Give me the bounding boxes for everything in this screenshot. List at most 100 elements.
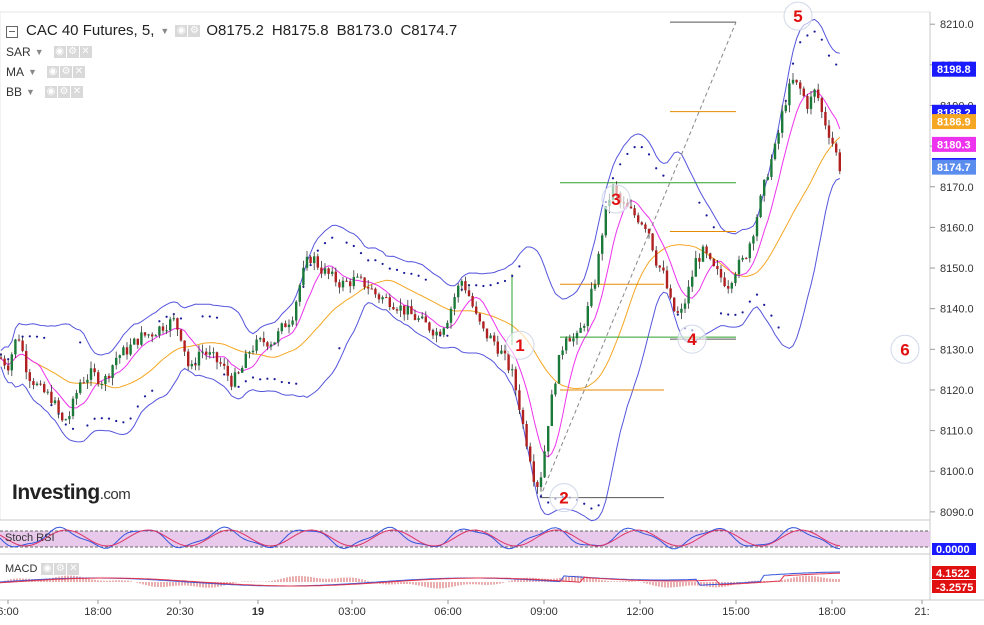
collapse-icon[interactable] <box>6 25 18 38</box>
macd-label-row[interactable]: MACD ◉ ⚙ ✕ <box>5 563 80 575</box>
candle-body <box>158 326 161 336</box>
candle-body <box>547 426 550 452</box>
candle-body <box>219 362 222 364</box>
macd-value-label: 4.1522 <box>936 568 970 580</box>
y-tick-label: 8130.0 <box>940 344 974 356</box>
candle-body <box>129 344 132 355</box>
candle-body <box>298 285 301 302</box>
investing-logo: Investing.com <box>12 481 131 505</box>
candle-body <box>82 382 85 384</box>
macd-pane: 4.1522 -3.2575 <box>0 566 976 594</box>
sar-dot <box>496 281 499 285</box>
indicator-controls[interactable]: ◉ ⚙ ✕ <box>46 66 85 78</box>
y-tick-label: 8100.0 <box>940 466 974 478</box>
candle-body <box>352 276 355 287</box>
sar-dot <box>107 417 111 420</box>
sar-dot <box>633 146 636 149</box>
candle-body <box>752 236 755 244</box>
sar-dot <box>799 41 802 44</box>
sar-dot <box>597 504 600 507</box>
candle-body <box>122 347 125 356</box>
candle-body <box>111 365 114 379</box>
candle-body <box>655 250 658 266</box>
sar-dot <box>28 335 31 338</box>
indicator-controls[interactable]: ◉ ⚙ ✕ <box>44 86 83 98</box>
sar-dot <box>143 395 147 398</box>
eye-icon: ◉ <box>46 66 59 78</box>
stoch-band <box>0 531 930 547</box>
sar-dot <box>791 62 795 65</box>
sar-dot <box>367 259 370 262</box>
sar-dot <box>165 315 168 318</box>
open-value: O8175.2 <box>206 22 264 39</box>
chevron-down-icon[interactable]: ▼ <box>34 47 44 57</box>
indicator-sar[interactable]: SAR ▼ ◉ ⚙ ✕ <box>6 45 92 59</box>
price-tag <box>932 114 976 130</box>
sar-dot <box>359 251 363 255</box>
candle-body <box>734 274 737 284</box>
price-axis: 8210.08200.08190.08180.08170.08160.08150… <box>930 19 974 519</box>
candle-body <box>244 353 247 368</box>
indicator-label: BB <box>6 85 23 99</box>
sar-dot <box>381 262 384 266</box>
ma-slow-line <box>0 136 841 390</box>
candle-body <box>28 372 31 382</box>
candle-body <box>593 284 597 289</box>
candle-body <box>543 451 546 478</box>
y-tick-label: 8150.0 <box>940 263 974 275</box>
x-tick-label: 19 <box>252 606 264 618</box>
wave-label: 3 <box>611 190 620 209</box>
wave-circle <box>601 184 631 214</box>
sar-dot <box>93 417 96 420</box>
candle-body <box>14 339 17 355</box>
chevron-down-icon[interactable]: ▼ <box>28 67 37 77</box>
close-icon: ✕ <box>79 46 92 58</box>
chevron-down-icon[interactable]: ▼ <box>26 87 35 97</box>
candle-body <box>471 295 474 307</box>
macd-line <box>0 571 841 587</box>
candle-body <box>579 327 582 333</box>
candle-body <box>50 391 53 404</box>
sar-dot <box>755 293 759 296</box>
indicator-controls[interactable]: ◉ ⚙ ✕ <box>53 46 92 58</box>
candle-body <box>745 257 748 259</box>
sar-dot <box>244 380 247 383</box>
sar-dot <box>698 201 701 204</box>
stoch-rsi-label[interactable]: Stoch RSI <box>5 532 55 544</box>
gear-icon: ⚙ <box>54 563 67 575</box>
candle-body <box>356 276 359 278</box>
sar-dot <box>712 226 715 229</box>
candle-body <box>154 335 157 337</box>
close-icon: ✕ <box>67 563 80 575</box>
sar-dot <box>280 380 283 384</box>
sar-dot <box>151 389 154 392</box>
candle-body <box>795 79 798 83</box>
candle-body <box>583 326 586 328</box>
chevron-down-icon[interactable]: ▼ <box>160 25 170 36</box>
candle-body <box>208 352 211 355</box>
header-controls[interactable]: ◉ ⚙ <box>175 24 201 37</box>
price-tag-label: 8180.3 <box>937 139 971 151</box>
candle-body <box>701 246 705 262</box>
indicator-ma[interactable]: MA ▼ ◉ ⚙ ✕ <box>6 65 85 79</box>
indicator-bb[interactable]: BB ▼ ◉ ⚙ ✕ <box>6 85 83 99</box>
sar-dot <box>50 404 53 407</box>
candle-body <box>287 324 291 328</box>
sar-dot <box>259 378 262 381</box>
candle-body <box>601 235 604 254</box>
candle-body <box>629 206 633 209</box>
sar-dot <box>35 335 39 338</box>
candle-body <box>478 313 481 322</box>
candle-body <box>568 338 571 342</box>
candle-body <box>536 482 539 487</box>
sar-dot <box>79 341 82 344</box>
x-tick-label: 18:00 <box>818 606 846 618</box>
indicator-controls[interactable]: ◉ ⚙ ✕ <box>41 563 80 575</box>
candle-body <box>467 290 471 296</box>
candle-body <box>115 357 118 366</box>
candle-body <box>399 305 402 311</box>
candle-body <box>403 305 406 315</box>
candle-body <box>377 294 381 300</box>
